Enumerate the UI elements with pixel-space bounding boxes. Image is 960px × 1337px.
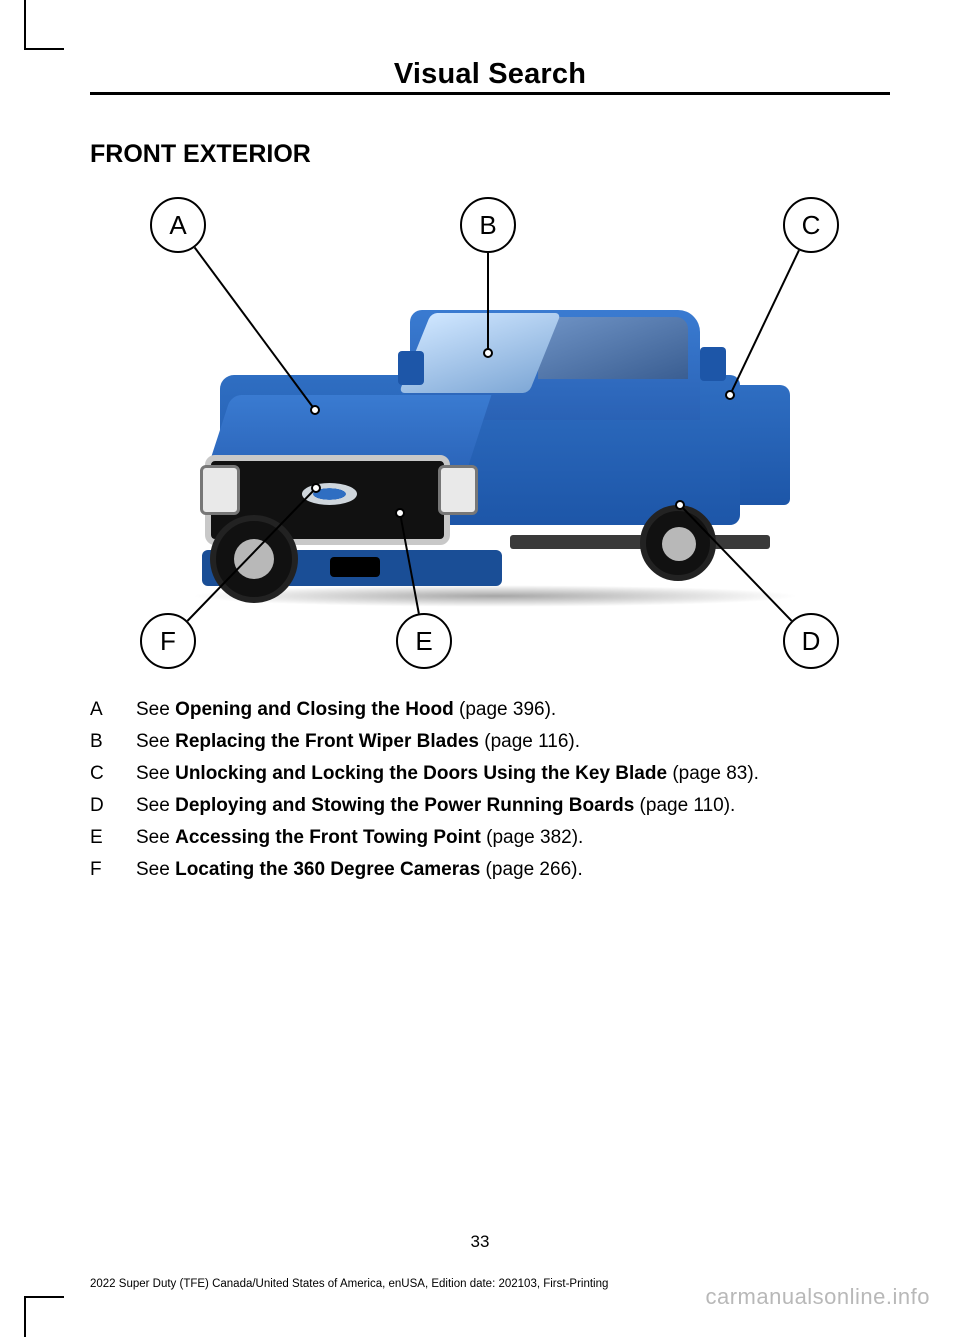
legend-text: See Unlocking and Locking the Doors Usin… <box>136 764 890 783</box>
callout-leader-lines <box>90 185 890 685</box>
legend-row-a: A See Opening and Closing the Hood (page … <box>90 700 890 719</box>
legend-row-f: F See Locating the 360 Degree Cameras (pa… <box>90 860 890 879</box>
callout-d: D <box>783 613 839 669</box>
legend-row-b: B See Replacing the Front Wiper Blades (p… <box>90 732 890 751</box>
crop-mark <box>24 1296 26 1337</box>
legend-key: E <box>90 828 108 847</box>
legend-text: See Accessing the Front Towing Point (pa… <box>136 828 890 847</box>
callout-e: E <box>396 613 452 669</box>
legend-row-e: E See Accessing the Front Towing Point (p… <box>90 828 890 847</box>
crop-mark <box>24 48 64 50</box>
chapter-title: Visual Search <box>90 58 890 91</box>
watermark: carmanualsonline.info <box>705 1284 930 1310</box>
legend-text: See Locating the 360 Degree Cameras (pag… <box>136 860 890 879</box>
legend-row-d: D See Deploying and Stowing the Power Run… <box>90 796 890 815</box>
callout-c: C <box>783 197 839 253</box>
legend-key: B <box>90 732 108 751</box>
callout-f: F <box>140 613 196 669</box>
front-exterior-diagram: A B C D E F <box>90 185 890 685</box>
legend-key: D <box>90 796 108 815</box>
crop-mark <box>24 1296 64 1298</box>
callout-b: B <box>460 197 516 253</box>
section-title: FRONT EXTERIOR <box>90 140 311 169</box>
legend-key: C <box>90 764 108 783</box>
legend-text: See Opening and Closing the Hood (page 3… <box>136 700 890 719</box>
footer-edition: 2022 Super Duty (TFE) Canada/United Stat… <box>90 1278 608 1290</box>
legend-row-c: C See Unlocking and Locking the Doors Usi… <box>90 764 890 783</box>
crop-mark <box>24 0 26 50</box>
legend-list: A See Opening and Closing the Hood (page … <box>90 700 890 892</box>
legend-key: A <box>90 700 108 719</box>
legend-key: F <box>90 860 108 879</box>
header-rule <box>90 92 890 95</box>
legend-text: See Replacing the Front Wiper Blades (pa… <box>136 732 890 751</box>
page-number: 33 <box>0 1232 960 1252</box>
legend-text: See Deploying and Stowing the Power Runn… <box>136 796 890 815</box>
callout-a: A <box>150 197 206 253</box>
